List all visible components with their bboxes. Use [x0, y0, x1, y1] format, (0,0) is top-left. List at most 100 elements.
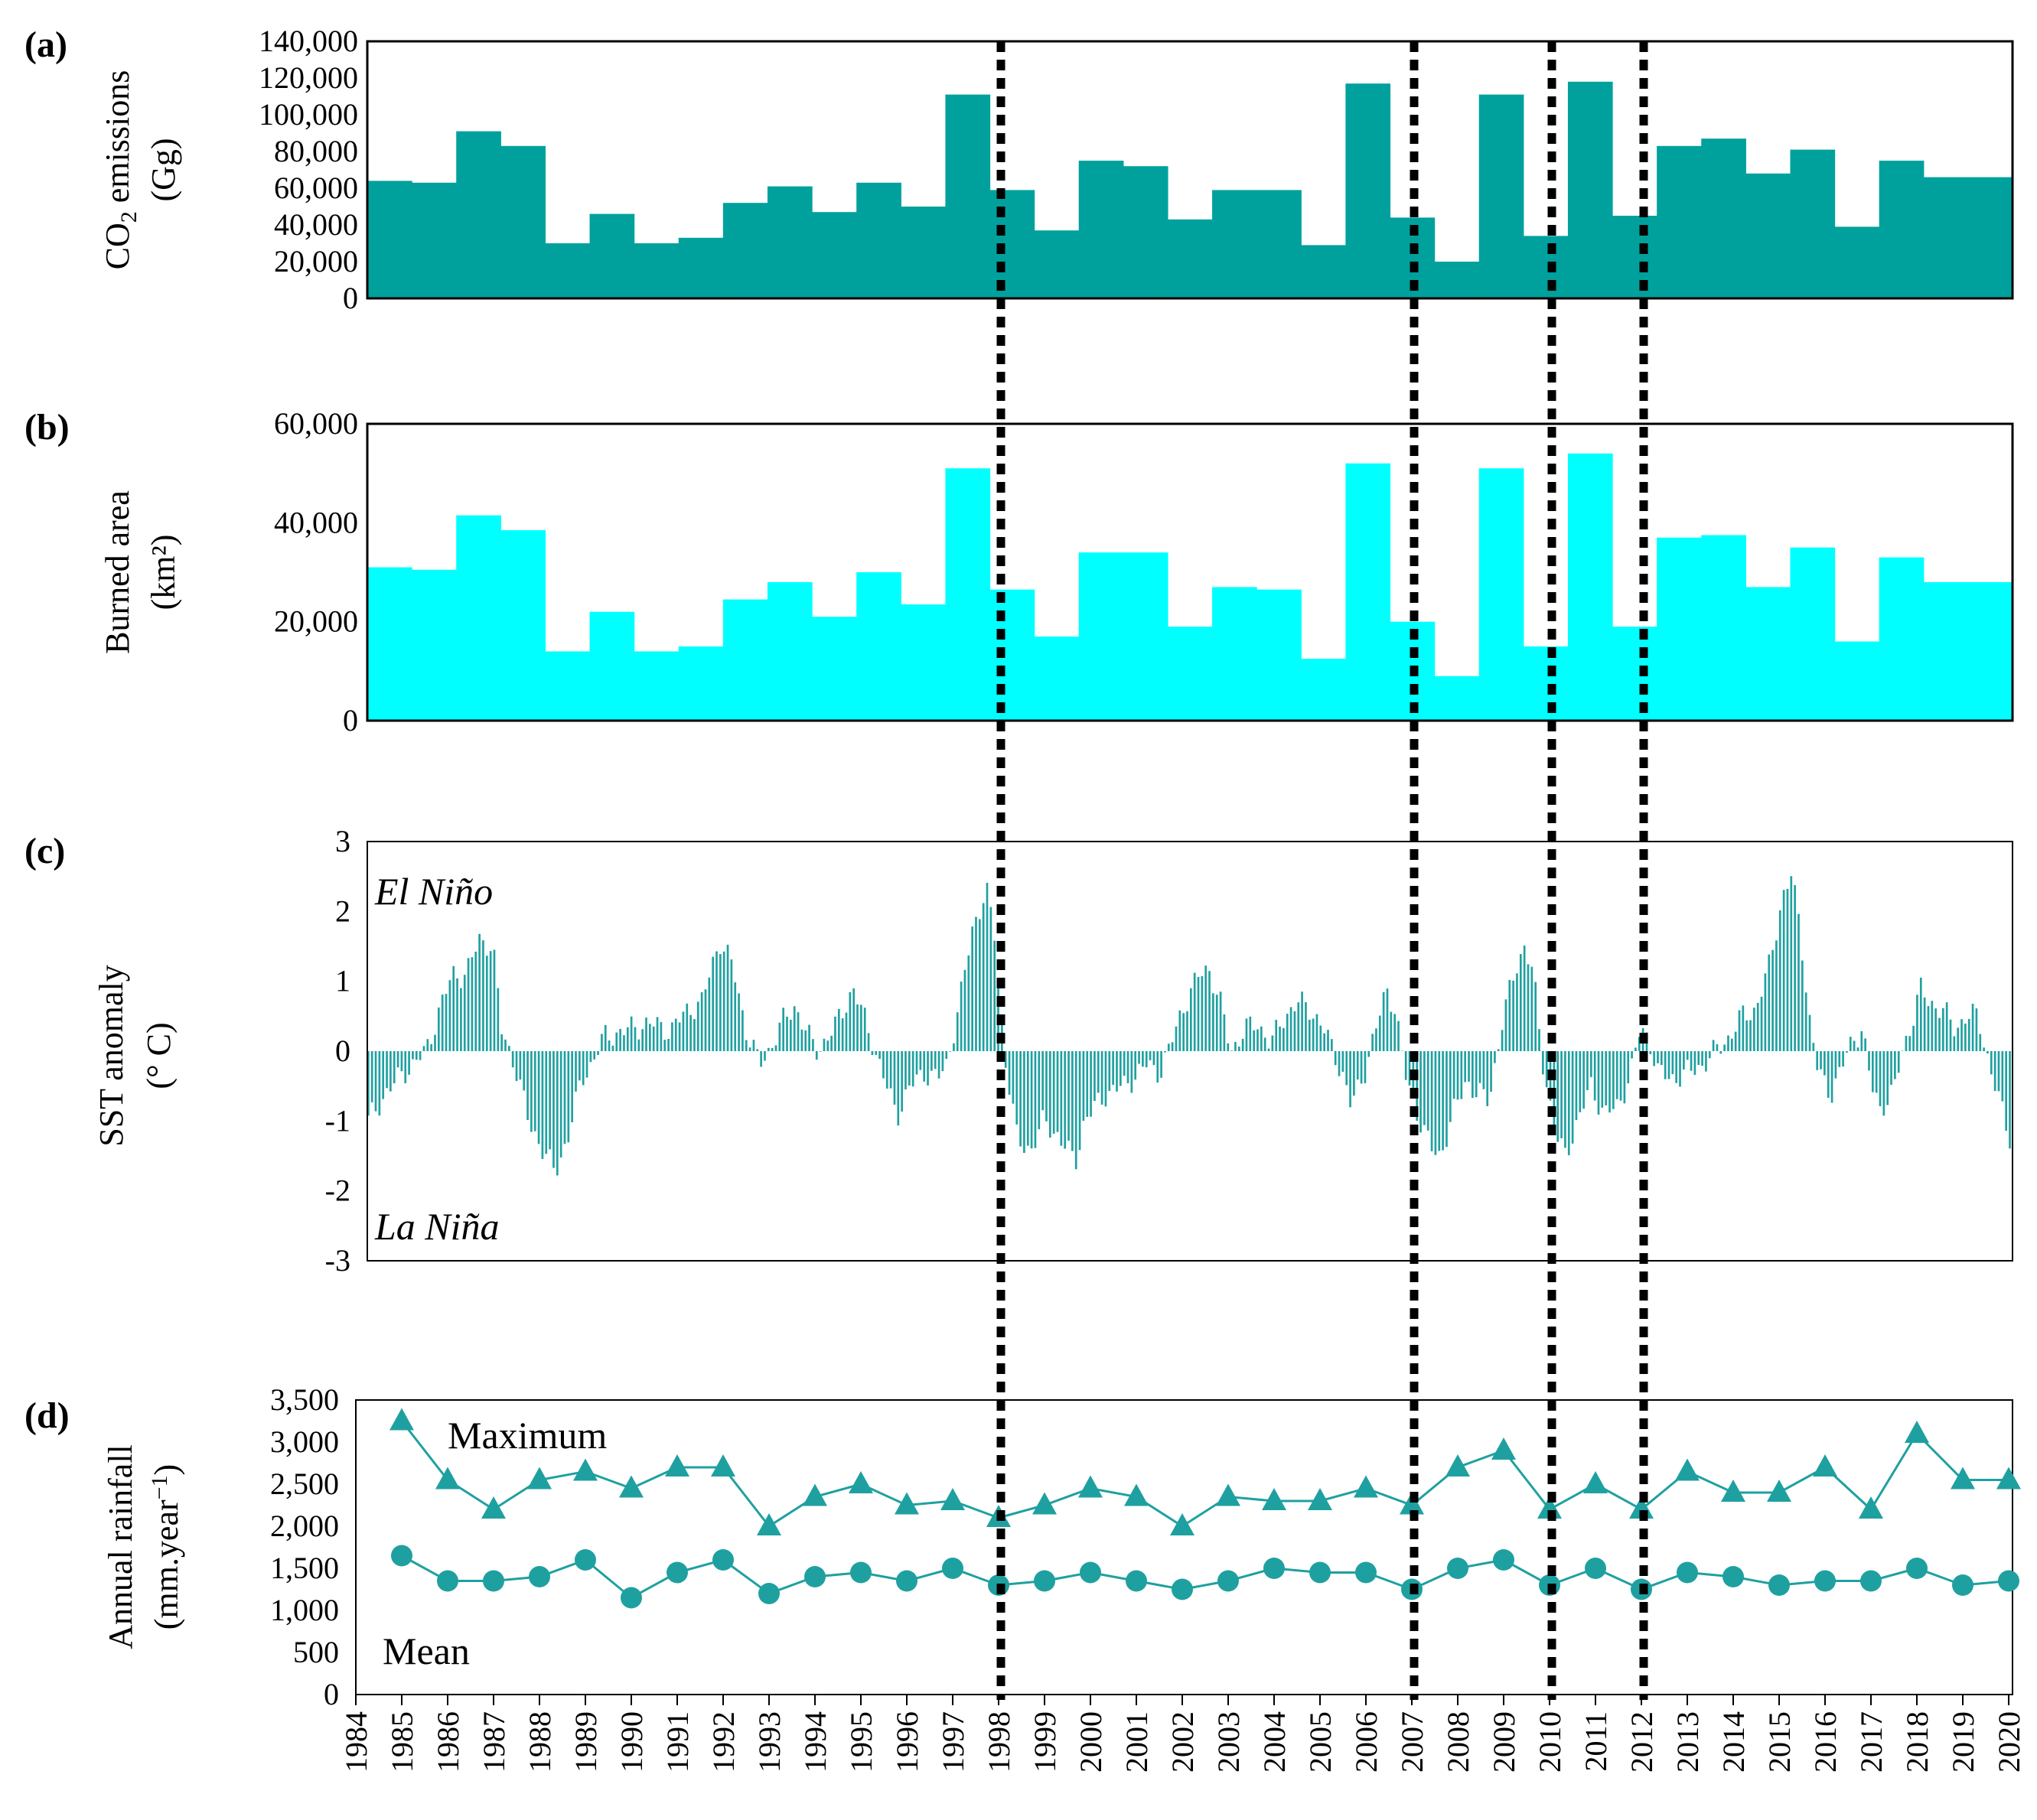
sst-bar: [1004, 1051, 1007, 1068]
series-line: [400, 1420, 2009, 1529]
sst-bar: [1434, 1051, 1437, 1155]
sst-bar: [1334, 1051, 1337, 1066]
sst-bar: [1916, 995, 1918, 1051]
circle-marker: [1722, 1566, 1744, 1587]
sst-bar: [1197, 977, 1200, 1051]
sst-bar: [1760, 996, 1763, 1051]
sst-bar: [1631, 1051, 1633, 1059]
sst-bar: [963, 969, 966, 1051]
y-axis-title-part: ): [148, 1464, 185, 1476]
sst-bar: [1078, 1051, 1081, 1151]
sst-bar: [1853, 1040, 1856, 1051]
bar: [1790, 547, 1836, 721]
sst-bar: [1442, 1051, 1444, 1151]
sst-bar: [1638, 1037, 1641, 1051]
y-tick-label: 1,000: [270, 1593, 339, 1627]
sst-bar: [1875, 1051, 1878, 1093]
sst-bar: [767, 1047, 770, 1051]
sst-bar: [400, 1051, 403, 1072]
sst-bar: [774, 1045, 777, 1051]
sst-bar: [1986, 1051, 1989, 1054]
sst-bar: [1478, 1051, 1481, 1083]
sst-bar: [1820, 1051, 1822, 1070]
y-axis-title-subscript: 2: [116, 211, 142, 223]
sst-bar: [1445, 1051, 1448, 1148]
sst-bar: [500, 1034, 503, 1051]
sst-bar: [537, 1051, 540, 1144]
sst-bar: [1494, 1051, 1496, 1063]
sst-bar: [1327, 1030, 1329, 1051]
sst-bar: [1430, 1051, 1433, 1151]
x-tick-label: 1991: [660, 1711, 695, 1773]
bar: [1478, 468, 1524, 721]
circle-marker: [575, 1549, 596, 1571]
sst-bar: [837, 1008, 840, 1051]
sst-bar: [1882, 1051, 1885, 1116]
x-tick-label: 1998: [982, 1711, 1016, 1773]
highlight-year-lines: [996, 41, 1648, 1700]
sst-bar: [1782, 890, 1785, 1051]
series-line: [401, 1555, 2009, 1600]
x-tick-label: 2003: [1211, 1711, 1246, 1773]
triangle-marker: [1400, 1492, 1424, 1515]
sst-bar: [901, 1051, 903, 1112]
circle-marker: [529, 1566, 550, 1587]
sst-bar: [482, 940, 484, 1051]
sst-bar: [1690, 1051, 1693, 1071]
sst-bar: [1701, 1051, 1703, 1066]
bar: [1879, 557, 1925, 721]
triangle-marker: [1951, 1467, 1975, 1490]
triangle-marker: [1262, 1488, 1286, 1510]
sst-bar: [1212, 993, 1214, 1051]
bar: [456, 131, 501, 298]
y-tick-label: 500: [293, 1635, 339, 1669]
sst-bar: [1708, 1051, 1711, 1059]
sst-bar: [771, 1047, 774, 1051]
sst-bar: [1879, 1051, 1882, 1106]
circle-marker: [1952, 1574, 1973, 1596]
sst-bar: [1279, 1026, 1281, 1051]
sst-bar: [1834, 1051, 1837, 1079]
sst-bar: [1241, 1038, 1244, 1051]
bar: [634, 651, 680, 721]
sst-bar: [467, 958, 470, 1051]
bar: [456, 515, 501, 721]
sst-bar: [1538, 1029, 1540, 1051]
sst-bar: [1093, 1051, 1096, 1102]
sst-bar: [1108, 1051, 1111, 1091]
sst-bar: [1026, 1051, 1029, 1146]
sst-bar: [419, 1051, 422, 1060]
plot-frame: [366, 40, 2014, 300]
sst-bar: [1023, 1051, 1025, 1154]
sst-bar: [656, 1017, 659, 1051]
sst-bar: [1460, 1051, 1463, 1099]
sst-bar: [471, 957, 474, 1051]
x-tick-label: 1996: [890, 1711, 924, 1773]
sst-bar: [1015, 1051, 1019, 1125]
sst-bar: [1390, 1011, 1393, 1051]
sst-bar: [1605, 1051, 1608, 1105]
sst-bar: [1860, 1030, 1863, 1051]
bar: [989, 190, 1035, 298]
sst-bar: [1790, 876, 1793, 1051]
y-axis-title-units: (mm.year−1): [147, 1464, 185, 1630]
sst-bar: [1597, 1051, 1600, 1115]
sst-bar: [1234, 1041, 1237, 1051]
bar: [1567, 81, 1613, 299]
sst-bar: [1990, 1051, 1993, 1075]
sst-bar: [652, 1026, 655, 1051]
bar: [500, 145, 546, 298]
sst-bar: [1686, 1051, 1689, 1060]
sst-bar: [1712, 1040, 1715, 1051]
sst-bar: [523, 1051, 526, 1091]
sst-bar: [1456, 1051, 1459, 1100]
bar: [545, 651, 591, 721]
sst-bar: [597, 1051, 599, 1055]
sst-bar: [1768, 954, 1771, 1051]
sst-bar: [863, 1008, 866, 1051]
bar: [634, 243, 680, 298]
sst-bar: [1623, 1051, 1626, 1104]
triangle-marker: [849, 1471, 873, 1493]
sst-bar: [1208, 971, 1211, 1051]
circle-marker: [1447, 1558, 1468, 1579]
